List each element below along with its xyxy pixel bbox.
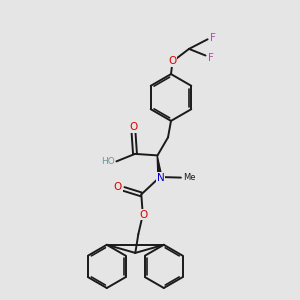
Text: O: O	[114, 182, 122, 193]
Text: O: O	[139, 210, 148, 220]
Text: O: O	[129, 122, 138, 132]
Polygon shape	[157, 155, 162, 177]
Text: Me: Me	[183, 173, 196, 182]
Text: HO: HO	[101, 157, 115, 166]
Text: O: O	[168, 56, 177, 67]
Text: F: F	[210, 33, 216, 43]
Text: N: N	[157, 172, 164, 183]
Text: F: F	[208, 53, 214, 63]
